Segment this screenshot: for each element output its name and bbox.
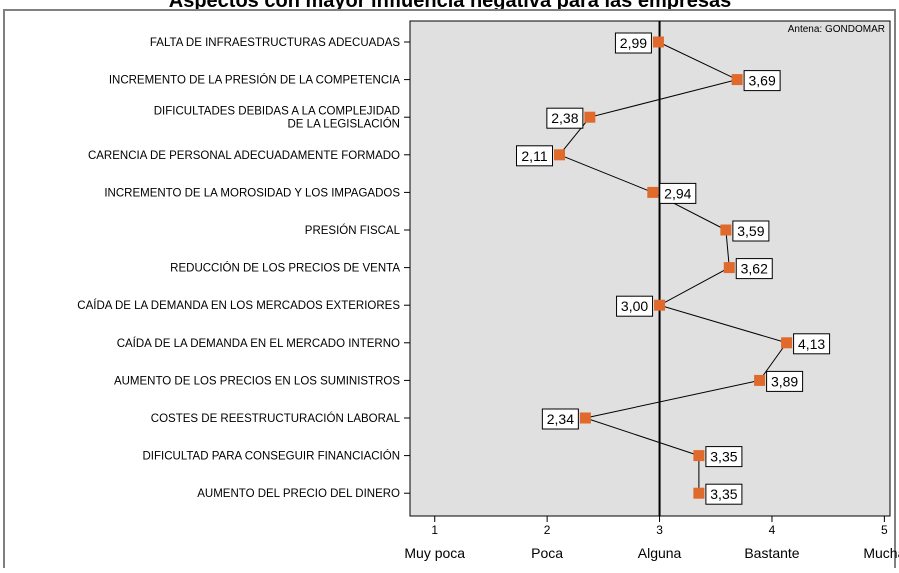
data-label-box [766, 370, 804, 392]
data-label: 3,89 [771, 373, 798, 389]
category-label: FALTA DE INFRAESTRUCTURAS ADECUADAS [150, 37, 400, 49]
x-tick-number: 3 [656, 523, 663, 537]
data-label-box [614, 32, 652, 54]
category-label: CAÍDA DE LA DEMANDA EN EL MERCADO INTERN… [117, 337, 400, 350]
data-label: 3,59 [737, 223, 764, 239]
x-tick-label: Alguna [638, 545, 682, 561]
data-point-marker [693, 487, 705, 499]
data-label-box [546, 107, 584, 129]
data-label: 3,00 [621, 298, 648, 314]
category-label: INCREMENTO DE LA MOROSIDAD Y LOS IMPAGAD… [104, 187, 400, 199]
category-label: CARENCIA DE PERSONAL ADECUADAMENTE FORMA… [88, 150, 400, 162]
data-point-marker [723, 262, 735, 274]
x-tick-label: Muy poca [404, 545, 465, 561]
data-label: 3,62 [741, 261, 768, 277]
data-label: 3,35 [710, 449, 737, 465]
antenna-annotation: Antena: GONDOMAR [788, 24, 885, 35]
x-tick-number: 5 [881, 523, 888, 537]
data-label: 2,94 [664, 185, 691, 201]
data-label-box [705, 483, 743, 505]
data-label: 3,35 [710, 486, 737, 502]
data-point-marker [754, 374, 766, 386]
category-label: REDUCCIÓN DE LOS PRECIOS DE VENTA [170, 262, 400, 275]
category-label: COSTES DE REESTRUCTURACIÓN LABORAL [151, 412, 401, 425]
category-label: DE LA LEGISLACIÓN [288, 118, 401, 131]
data-label: 2,99 [620, 35, 647, 51]
category-label: PRESIÓN FISCAL [305, 224, 401, 237]
data-point-marker [647, 186, 659, 198]
data-point-marker [693, 450, 705, 462]
data-point-marker [584, 111, 596, 123]
category-label: AUMENTO DE LOS PRECIOS EN LOS SUMINISTRO… [114, 375, 400, 387]
data-label: 3,69 [748, 73, 775, 89]
data-label-box [793, 333, 831, 355]
x-tick-number: 1 [431, 523, 438, 537]
data-label: 2,11 [521, 148, 547, 164]
data-label-box [732, 220, 770, 242]
x-tick-number: 2 [544, 523, 551, 537]
data-point-marker [554, 149, 566, 161]
data-label: 2,38 [551, 110, 578, 126]
category-label: DIFICULTAD PARA CONSEGUIR FINANCIACIÓN [143, 450, 401, 463]
data-label: 4,13 [798, 336, 825, 352]
category-label: CAÍDA DE LA DEMANDA EN LOS MERCADOS EXTE… [77, 299, 400, 312]
x-tick-label: Mucha [863, 545, 899, 561]
data-label: 2,34 [547, 411, 574, 427]
data-point-marker [731, 74, 743, 86]
data-label-box [659, 182, 697, 204]
data-label-box [743, 70, 781, 92]
data-label-box [541, 408, 579, 430]
data-label-box [516, 145, 554, 167]
plot-area [409, 20, 891, 517]
data-point-marker [579, 412, 591, 424]
data-point-marker [652, 36, 664, 48]
category-label: INCREMENTO DE LA PRESIÓN DE LA COMPETENC… [109, 74, 401, 87]
data-point-marker [654, 299, 666, 311]
data-label-box [705, 446, 743, 468]
data-point-marker [720, 224, 732, 236]
category-label: AUMENTO DEL PRECIO DEL DINERO [197, 488, 400, 500]
x-tick-label: Poca [531, 545, 563, 561]
data-label-box [616, 295, 654, 317]
x-tick-number: 4 [769, 523, 776, 537]
category-label: DIFICULTADES DEBIDAS A LA COMPLEJIDAD [154, 106, 400, 118]
data-point-marker [781, 337, 793, 349]
x-tick-label: Bastante [744, 545, 799, 561]
data-label-box [735, 258, 773, 280]
